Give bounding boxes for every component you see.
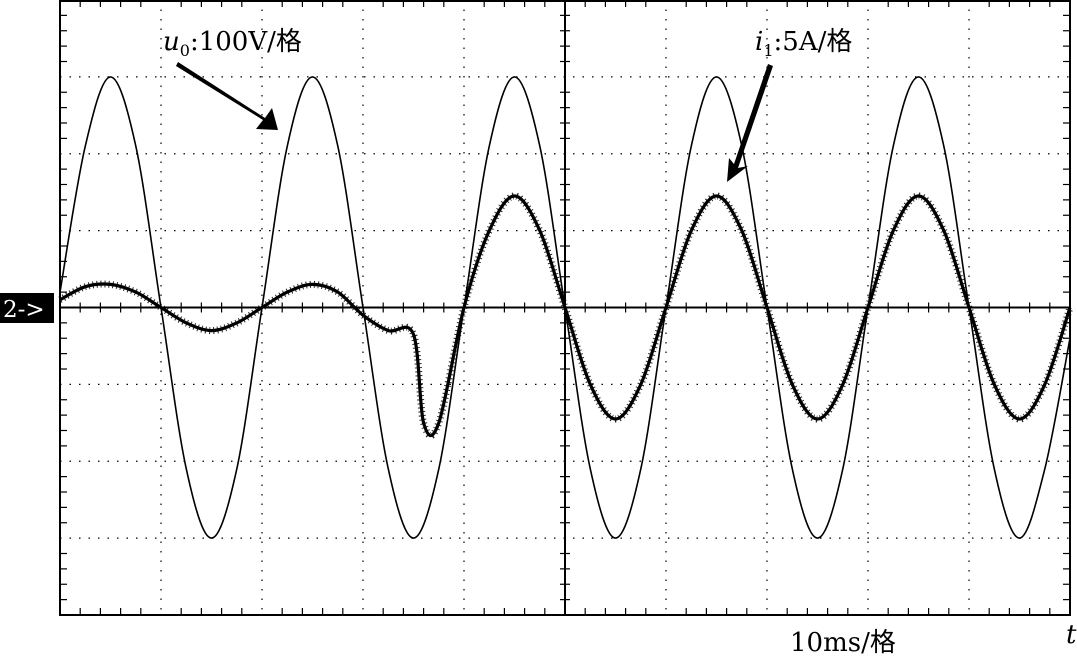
u0-label-prefix: u [163, 27, 180, 57]
i1-label-prefix: i [755, 27, 763, 57]
u0-arrow-icon [176, 62, 278, 130]
u0-label: u0:100V/格 [163, 27, 302, 60]
ground-marker-badge [0, 293, 54, 323]
i1-label: i1:5A/格 [755, 27, 852, 60]
time-axis-label: t [1066, 620, 1077, 650]
i1-arrow-icon [727, 64, 773, 182]
scope-axis-ticks [60, 0, 1070, 615]
i1-label-scale: :5A/格 [774, 27, 853, 57]
ground-marker-label: 2-> [3, 297, 45, 323]
trace-i1-noise [58, 192, 1074, 440]
time-scale-label: 10ms/格 [790, 628, 896, 656]
u0-label-scale: :100V/格 [190, 27, 302, 57]
i1-label-subscript: 1 [763, 41, 773, 60]
u0-label-subscript: 0 [180, 41, 190, 60]
scope-traces [58, 76, 1074, 539]
